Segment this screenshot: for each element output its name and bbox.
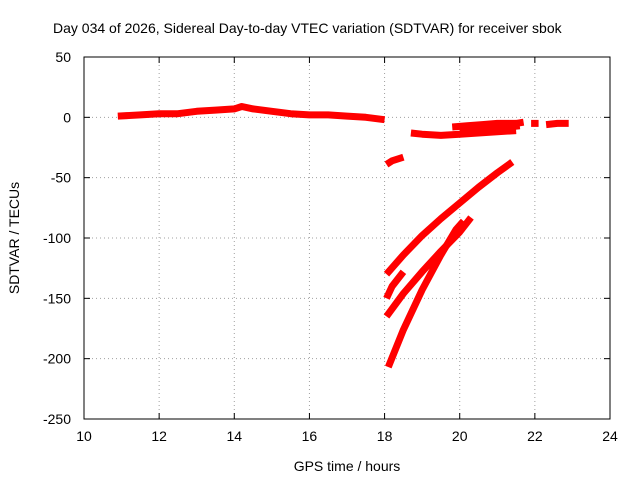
y-tick-label: -50 — [51, 170, 71, 186]
x-axis-label: GPS time / hours — [294, 458, 401, 474]
x-tick-label: 10 — [76, 428, 92, 444]
y-tick-label: -150 — [43, 290, 71, 306]
y-tick-label: 0 — [63, 109, 71, 125]
series-track-7 — [545, 119, 569, 129]
x-tick-label: 14 — [226, 428, 242, 444]
y-tick-label: -250 — [43, 411, 71, 427]
series-track-8 — [383, 159, 515, 277]
series-track-5 — [459, 122, 521, 136]
data-series — [117, 103, 569, 369]
y-tick-label: 50 — [55, 49, 71, 65]
series-track-3 — [410, 127, 517, 139]
y-tick-label: -100 — [43, 230, 71, 246]
series-track-11 — [385, 218, 467, 369]
series-track-1 — [117, 103, 386, 124]
chart-title: Day 034 of 2026, Sidereal Day-to-day VTE… — [53, 20, 563, 36]
series-track-2 — [384, 153, 405, 168]
series-track-9 — [383, 269, 407, 300]
x-tick-label: 16 — [302, 428, 318, 444]
x-tick-label: 22 — [527, 428, 543, 444]
series-track-10 — [383, 215, 474, 319]
y-tick-label: -200 — [43, 351, 71, 367]
x-tick-label: 18 — [377, 428, 393, 444]
x-tick-label: 12 — [151, 428, 167, 444]
x-tick-label: 20 — [452, 428, 468, 444]
y-axis-label: SDTVAR / TECUs — [6, 182, 22, 294]
axis-ticks: 10 12 14 16 18 20 22 24 50 0 -50 -100 -150 -200 -250 — [43, 49, 618, 444]
x-tick-label: 24 — [602, 428, 618, 444]
